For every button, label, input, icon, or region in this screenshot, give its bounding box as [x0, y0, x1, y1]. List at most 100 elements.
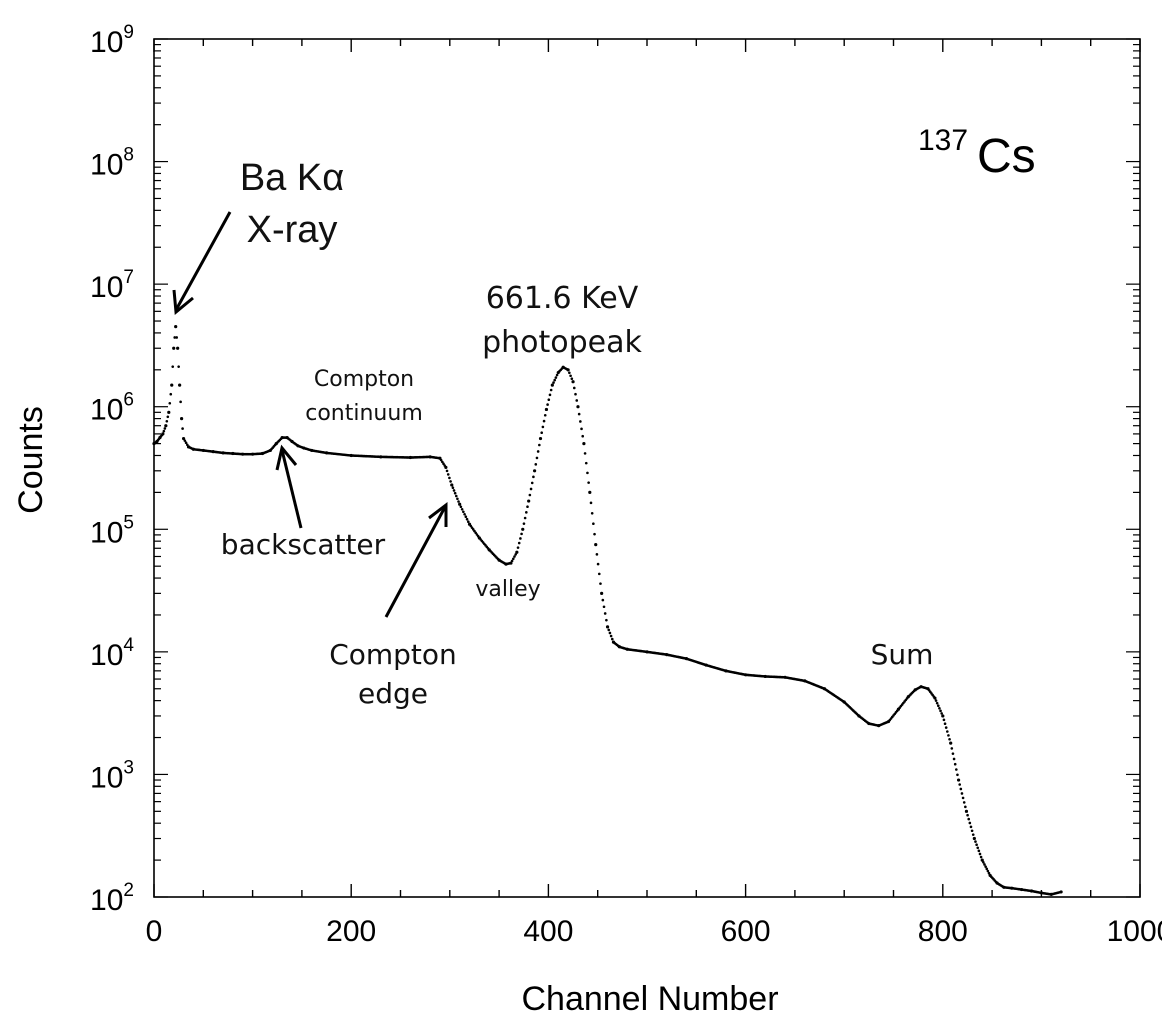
y-tick-label: 109 — [90, 22, 134, 59]
data-point-interp — [520, 532, 523, 536]
x-tick-label: 200 — [326, 915, 376, 948]
data-point-interp — [581, 434, 585, 438]
data-point-interp — [610, 637, 614, 641]
data-point-interp — [960, 792, 964, 795]
y-tick-base: 10 — [90, 271, 123, 304]
data-point-interp — [536, 450, 540, 453]
data-point-interp — [179, 400, 182, 404]
data-point-interp — [602, 605, 606, 609]
annotation-photopeak-line1: 661.6 KeV — [486, 281, 639, 316]
y-tick-base: 10 — [90, 639, 123, 672]
data-point-interp — [446, 473, 450, 476]
data-point-interp — [570, 377, 574, 381]
data-point-interp — [939, 709, 942, 713]
data-point-interp — [457, 500, 460, 503]
data-point — [176, 346, 180, 350]
data-point — [172, 346, 176, 350]
data-point-interp — [940, 712, 943, 715]
data-point — [458, 502, 462, 506]
data-point-interp — [575, 399, 579, 402]
data-point-interp — [978, 852, 982, 856]
data-point-interp — [554, 376, 558, 379]
y-tick-base: 10 — [90, 884, 123, 917]
data-point-interp — [510, 559, 514, 563]
data-point-interp — [943, 722, 947, 726]
arrow-backscatter — [275, 444, 303, 529]
data-point-interp — [541, 425, 545, 429]
data-point — [941, 714, 945, 718]
data-point-interp — [967, 817, 971, 821]
data-point-interp — [987, 871, 991, 875]
data-point-interp — [975, 843, 978, 846]
data-point — [178, 383, 182, 387]
data-point-interp — [968, 821, 972, 825]
data-point-interp — [948, 737, 951, 741]
data-point-interp — [456, 497, 459, 501]
data-point — [949, 741, 953, 745]
data-point-interp — [951, 752, 955, 755]
data-point — [521, 527, 525, 531]
data-point — [933, 696, 937, 700]
data-point-interp — [962, 801, 966, 804]
data-point-interp — [451, 486, 455, 490]
data-point-interp — [516, 546, 520, 549]
data-point-interp — [961, 796, 965, 800]
data-point — [174, 325, 178, 329]
data-point — [509, 561, 513, 565]
data-point-interp — [169, 392, 173, 396]
data-point-interp — [579, 420, 582, 423]
data-point-interp — [569, 374, 572, 378]
y-tick-exponent: 2 — [123, 880, 134, 901]
data-point-interp — [969, 825, 973, 829]
y-tick-label: 104 — [90, 635, 134, 672]
data-point-interp — [555, 373, 559, 377]
data-point — [180, 416, 184, 421]
data-point-interp — [463, 512, 466, 516]
data-point-interp — [979, 855, 983, 859]
data-point-interp — [607, 628, 611, 632]
data-point-interp — [452, 489, 456, 492]
y-tick-base: 10 — [90, 26, 123, 59]
y-tick-base: 10 — [90, 149, 123, 182]
data-point-interp — [608, 631, 612, 635]
data-point-interp — [181, 427, 184, 430]
x-tick-label: 400 — [523, 915, 573, 948]
data-point-interp — [464, 515, 468, 519]
data-points — [152, 325, 1063, 897]
data-point — [600, 591, 604, 595]
y-tick-exponent: 8 — [123, 145, 134, 166]
data-point — [181, 436, 186, 441]
data-point-interp — [514, 553, 517, 556]
data-point-interp — [605, 618, 608, 622]
y-tick-exponent: 4 — [123, 635, 134, 656]
data-point-interp — [958, 783, 961, 786]
data-point-interp — [530, 481, 534, 485]
data-point-interp — [547, 398, 551, 402]
data-point-interp — [519, 537, 522, 540]
data-point-interp — [459, 505, 463, 509]
data-point-interp — [592, 522, 595, 526]
data-point-interp — [589, 501, 593, 505]
annotation-photopeak-line2: photopeak — [482, 325, 642, 360]
y-tick-exponent: 9 — [123, 22, 134, 43]
data-point-interp — [523, 516, 527, 520]
data-point-interp — [517, 541, 521, 545]
data-point-interp — [583, 452, 587, 455]
data-point-interp — [175, 336, 178, 339]
data-point-interp — [526, 505, 529, 508]
data-point-interp — [971, 833, 975, 836]
data-point-interp — [542, 419, 546, 423]
x-tick-label: 1000 — [1107, 915, 1162, 948]
data-point-interp — [597, 572, 601, 576]
data-point-interp — [982, 860, 985, 864]
data-point-interp — [950, 747, 954, 750]
annotation-compton-continuum-line1: Compton — [314, 367, 414, 392]
y-tick-base: 10 — [90, 516, 123, 549]
annotation-compton-edge-line2: edge — [358, 677, 428, 710]
data-point-interp — [587, 481, 590, 484]
data-point-interp — [454, 494, 458, 498]
data-point-interp — [449, 480, 452, 483]
data-point — [450, 483, 454, 487]
isotope-symbol: Cs — [977, 130, 1036, 183]
data-point-interp — [955, 768, 958, 771]
